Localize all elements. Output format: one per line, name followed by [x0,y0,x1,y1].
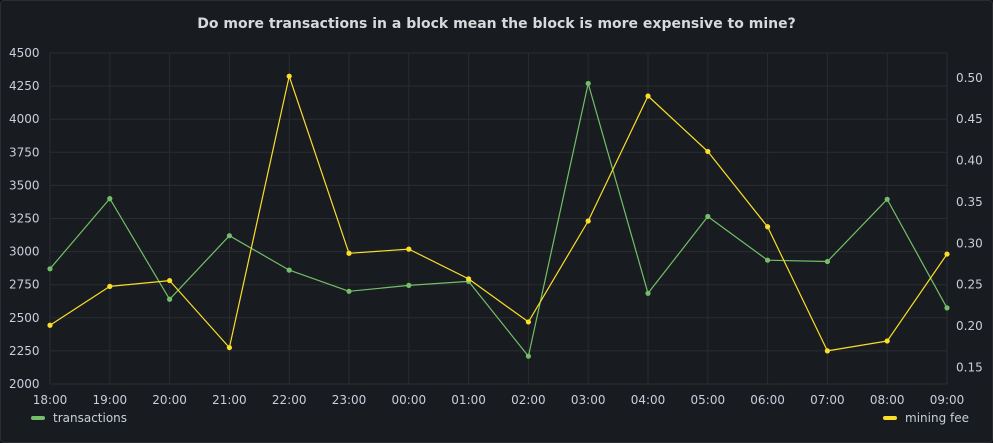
grid [49,52,948,385]
legend-label-mining-fee: mining fee [905,411,969,425]
series-line-transactions [49,82,948,357]
x-tick-label: 18:00 [33,393,68,407]
data-point-transactions[interactable] [286,267,292,273]
y-right-tick-label: 0.20 [956,319,983,333]
x-tick-label: 00:00 [392,393,427,407]
y-left-tick-label: 2250 [9,344,40,358]
data-point-mining-fee[interactable] [765,224,771,230]
series-mining-fee [47,73,950,354]
y-left-tick-label: 2500 [9,311,40,325]
data-point-transactions[interactable] [525,353,532,359]
data-point-mining-fee[interactable] [466,276,472,282]
y-left-tick-label: 3750 [9,145,40,159]
data-point-mining-fee[interactable] [107,283,113,289]
data-point-mining-fee[interactable] [705,148,711,155]
y-right-tick-label: 0.30 [956,236,983,250]
y-left-tick-label: 3000 [9,245,40,259]
y-right-tick-label: 0.35 [956,195,983,209]
data-point-transactions[interactable] [944,305,950,311]
x-tick-label: 23:00 [332,393,367,407]
y-left-tick-label: 2000 [9,377,40,391]
y-right-tick-label: 0.15 [956,360,983,374]
y-left-tick-label: 2750 [9,278,40,292]
y-left-tick-label: 4000 [9,112,40,126]
x-tick-label: 03:00 [571,393,606,407]
x-tick-label: 22:00 [272,393,307,407]
legend-label-transactions: transactions [53,411,128,425]
data-point-transactions[interactable] [884,196,890,202]
y-right-tick-label: 0.25 [956,278,983,292]
data-point-transactions[interactable] [346,288,352,294]
legend-item-mining-fee[interactable]: mining fee [883,411,969,425]
x-tick-label: 21:00 [212,393,247,407]
data-point-transactions[interactable] [47,266,53,272]
x-tick-label: 07:00 [810,393,845,407]
data-point-transactions[interactable] [226,233,232,239]
x-tick-label: 09:00 [930,393,965,407]
data-point-transactions[interactable] [406,282,412,288]
y-right-tick-label: 0.40 [956,154,983,168]
y-right-tick-label: 0.45 [956,112,983,126]
x-tick-label: 08:00 [870,393,905,407]
x-tick-label: 05:00 [691,393,726,407]
y-left-tick-label: 3250 [9,212,40,226]
data-point-transactions[interactable] [645,290,651,296]
series [47,73,950,359]
x-tick-label: 06:00 [750,393,785,407]
x-tick-label: 19:00 [93,393,128,407]
data-point-mining-fee[interactable] [226,344,232,351]
data-point-transactions[interactable] [705,213,711,220]
y-left-tick-label: 4500 [9,46,40,60]
data-point-mining-fee[interactable] [406,246,412,252]
data-point-mining-fee[interactable] [167,277,173,284]
data-point-mining-fee[interactable] [47,322,53,328]
data-point-mining-fee[interactable] [585,218,591,224]
x-tick-label: 04:00 [631,393,666,407]
x-tick-label: 20:00 [152,393,187,407]
data-point-mining-fee[interactable] [944,251,950,257]
data-point-transactions[interactable] [107,196,113,202]
legend-swatch-transactions [31,416,45,420]
data-point-mining-fee[interactable] [286,73,292,79]
data-point-transactions[interactable] [585,80,591,87]
y-right-tick-label: 0.50 [956,71,983,85]
series-transactions [47,80,950,359]
data-point-transactions[interactable] [167,296,173,302]
x-tick-label: 02:00 [511,393,546,407]
x-tick-label: 01:00 [451,393,486,407]
y-left-tick-label: 3500 [9,178,40,192]
series-line-mining-fee [49,75,948,352]
data-point-mining-fee[interactable] [525,319,532,325]
data-point-mining-fee[interactable] [645,93,651,99]
data-point-mining-fee[interactable] [824,348,831,354]
data-point-transactions[interactable] [824,258,831,265]
chart-title: Do more transactions in a block mean the… [197,16,796,32]
axes: 2000 2250 2500 2750 3000 3250 3500 3750 4000 4250… [9,46,983,407]
data-point-mining-fee[interactable] [346,250,352,256]
data-point-mining-fee[interactable] [884,338,890,344]
legend-swatch-mining-fee [883,416,897,420]
y-left-tick-label: 4250 [9,79,40,93]
legend-item-transactions[interactable]: transactions [31,411,127,425]
data-point-transactions[interactable] [765,257,771,263]
